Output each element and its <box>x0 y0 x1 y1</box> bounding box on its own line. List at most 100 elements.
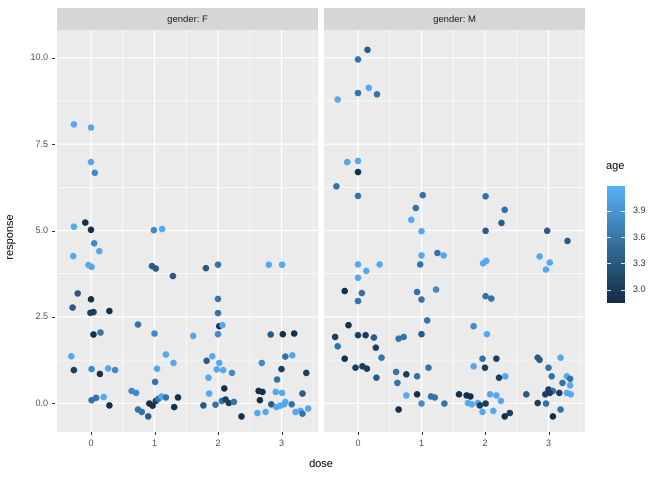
data-point <box>282 353 289 360</box>
data-point <box>279 330 287 338</box>
data-point <box>455 391 463 398</box>
x-tick-mark <box>218 432 219 435</box>
data-point <box>213 366 220 373</box>
data-point <box>90 308 97 316</box>
data-point <box>413 288 421 296</box>
data-point <box>334 343 341 350</box>
x-tick-mark <box>91 432 92 435</box>
data-point <box>354 331 362 339</box>
scatter-canvas-f <box>57 30 318 432</box>
x-tick-label: 2 <box>215 438 221 448</box>
data-point <box>333 183 340 190</box>
data-point <box>90 331 97 338</box>
data-point <box>543 227 551 235</box>
data-point <box>354 89 362 97</box>
data-point <box>418 227 425 235</box>
data-point <box>153 365 161 373</box>
data-point <box>267 331 274 338</box>
data-point <box>470 322 477 330</box>
data-point <box>506 409 514 417</box>
data-point <box>174 394 182 401</box>
data-point <box>212 401 219 409</box>
data-point <box>230 398 238 406</box>
data-point <box>559 379 566 387</box>
x-tick-mark <box>485 432 486 435</box>
y-tick-label: 2.5 <box>35 311 48 322</box>
data-point <box>292 408 299 416</box>
data-point <box>282 398 289 406</box>
data-point <box>290 330 298 337</box>
data-point <box>341 287 348 295</box>
data-point <box>413 391 421 398</box>
data-point <box>111 366 119 374</box>
data-point <box>432 286 440 293</box>
data-point <box>273 376 281 383</box>
x-tick-mark <box>548 432 550 435</box>
data-point <box>376 261 383 268</box>
data-point <box>557 406 564 413</box>
data-point <box>482 227 489 235</box>
data-point <box>221 385 228 392</box>
data-point <box>479 355 486 363</box>
data-point <box>365 84 373 92</box>
data-point <box>490 407 497 415</box>
data-point <box>289 352 296 359</box>
x-tick-mark <box>154 432 156 435</box>
legend-colorbar <box>607 186 625 303</box>
data-point <box>189 332 197 340</box>
data-point <box>106 307 113 315</box>
data-point <box>214 309 222 317</box>
data-point <box>104 365 112 372</box>
data-point <box>138 408 146 416</box>
data-point <box>354 261 362 268</box>
data-point <box>354 157 362 165</box>
data-point <box>416 261 424 268</box>
colorbar-tick-mark <box>607 263 611 265</box>
data-point <box>395 335 402 343</box>
data-point <box>90 240 98 247</box>
data-point <box>497 397 505 405</box>
data-point <box>557 354 564 362</box>
data-point <box>96 247 103 255</box>
data-point <box>219 321 226 329</box>
panel-gender-m <box>324 30 585 432</box>
data-point <box>400 333 407 341</box>
data-point <box>373 374 380 382</box>
data-point <box>419 191 427 199</box>
data-point <box>536 356 543 364</box>
data-point <box>408 216 415 224</box>
data-point <box>149 402 156 410</box>
data-point <box>203 357 210 365</box>
x-tick-label: 1 <box>151 438 157 448</box>
data-point <box>352 364 359 372</box>
data-point <box>205 390 213 397</box>
colorbar-tick-mark <box>607 237 611 239</box>
data-point <box>354 168 362 176</box>
data-point <box>546 259 554 266</box>
legend-tick-label: 3.6 <box>633 231 646 242</box>
data-point <box>483 257 490 265</box>
data-point <box>97 329 104 336</box>
data-point <box>87 226 95 234</box>
x-tick-mark <box>421 432 423 435</box>
data-point <box>470 363 477 370</box>
facet-strip-label: gender: F <box>167 13 208 25</box>
data-point <box>493 392 500 399</box>
colorbar-tick-mark <box>621 289 625 291</box>
colorbar-tick-mark <box>621 237 625 239</box>
data-point <box>265 261 273 268</box>
data-point <box>214 261 222 268</box>
data-point <box>151 330 158 337</box>
colorbar-tick-mark <box>607 289 611 291</box>
data-point <box>87 124 95 131</box>
data-point <box>362 331 369 339</box>
data-point <box>354 56 362 63</box>
data-point <box>542 400 550 407</box>
data-point <box>259 388 266 396</box>
x-tick-label: 3 <box>278 438 284 448</box>
data-point <box>341 355 348 363</box>
colorbar-tick-mark <box>621 263 625 265</box>
data-point <box>483 330 491 338</box>
data-point <box>373 91 381 98</box>
